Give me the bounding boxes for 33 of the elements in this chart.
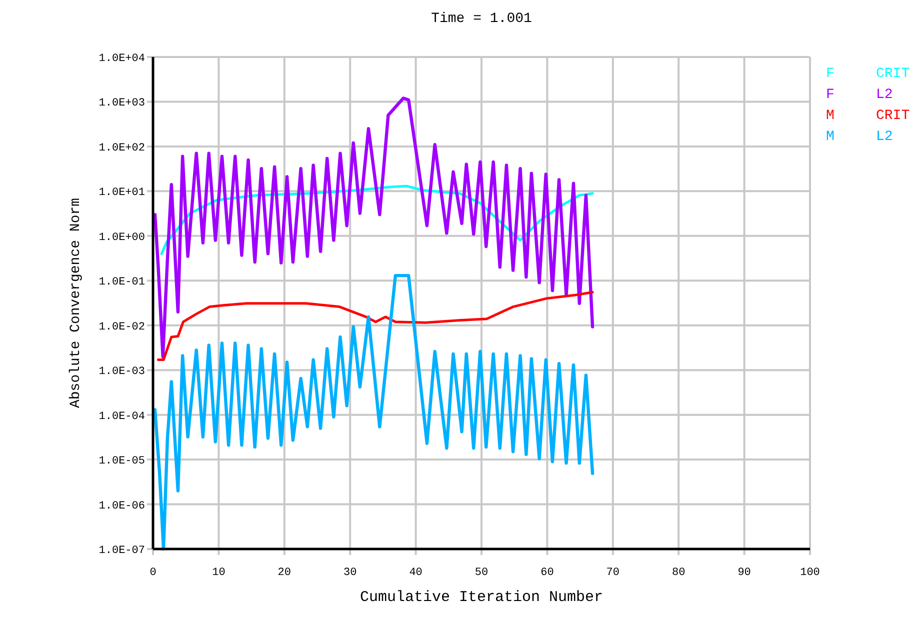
x-tick-label: 90: [738, 567, 751, 579]
text: M L2: [826, 129, 893, 145]
x-axis-title: Cumulative Iteration Number: [360, 589, 604, 606]
y-tick-label: 1.0E+02: [98, 142, 145, 154]
y-tick-label: 1.0E-02: [98, 321, 145, 334]
x-tick-label: 40: [409, 567, 422, 579]
x-tick-label: 20: [278, 567, 291, 579]
y-tick-label: 1.0E+04: [98, 53, 146, 65]
y-tick-label: 1.0E-01: [98, 276, 146, 289]
x-tick-label: 50: [474, 567, 488, 579]
x-tick-label: 60: [540, 567, 554, 579]
x-tick-label: 80: [672, 567, 686, 579]
text: F CRIT: [826, 66, 910, 82]
line-series: [153, 274, 594, 551]
y-tick-label: 1.0E-04: [98, 410, 146, 423]
x-tick-label: 0: [150, 567, 156, 579]
text: M CRIT: [826, 108, 910, 124]
y-tick-label: 1.0E-07: [98, 545, 145, 557]
line-series: [153, 96, 594, 358]
x-tick-label: 70: [606, 567, 620, 579]
y-tick-label: 1.0E+03: [98, 98, 145, 110]
x-tick-label: 10: [212, 567, 226, 579]
y-tick-label: 1.0E-06: [98, 500, 145, 512]
y-tick-label: 1.0E+01: [98, 187, 146, 200]
x-tick-label: 30: [344, 567, 357, 579]
text: F L2: [826, 87, 893, 103]
y-axis-title: Absolute Convergence Norm: [68, 198, 84, 408]
x-tick-label: 100: [800, 567, 820, 579]
y-tick-label: 1.0E+00: [98, 232, 145, 244]
chart-title: Time = 1.001: [431, 11, 532, 27]
line-series: [157, 291, 594, 362]
y-tick-label: 1.0E-03: [98, 366, 145, 378]
y-tick-label: 1.0E-05: [98, 456, 145, 468]
